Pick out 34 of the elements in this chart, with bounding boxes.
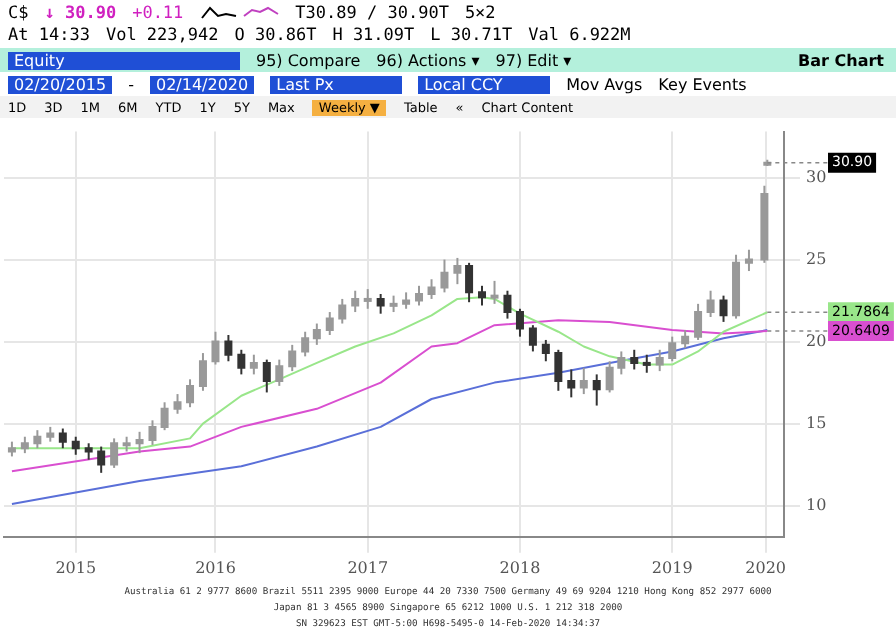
text: Local CCY bbox=[418, 76, 551, 94]
text: +0.11 bbox=[132, 3, 184, 23]
x-tick-label: 2015 bbox=[55, 558, 97, 577]
x-tick-label: 2019 bbox=[651, 558, 693, 577]
text: Val 6.922M bbox=[528, 25, 631, 45]
text: L 30.71T bbox=[430, 25, 513, 45]
text: O 30.86T bbox=[234, 25, 317, 45]
x-tick-label: 2017 bbox=[347, 558, 389, 577]
text: 96) Actions ▾ bbox=[376, 51, 480, 69]
text: 5×2 bbox=[464, 3, 496, 23]
y-tick-label: 25 bbox=[806, 249, 827, 268]
text: Vol 223,942 bbox=[105, 25, 219, 45]
x-tick-label: 2018 bbox=[499, 558, 541, 577]
text: Equity bbox=[8, 51, 240, 69]
text: Mov Avgs bbox=[566, 76, 643, 94]
text: - bbox=[128, 76, 134, 94]
x-tick-label: 2020 bbox=[745, 558, 787, 577]
text: C$ bbox=[8, 3, 29, 23]
text: 95) Compare bbox=[256, 51, 361, 69]
y-tick-label: 10 bbox=[806, 495, 827, 514]
text: Key Events bbox=[658, 76, 747, 94]
text: Bar Chart bbox=[798, 51, 884, 69]
text: Last Px bbox=[270, 76, 403, 94]
text: ↓ 30.90 bbox=[44, 3, 117, 23]
y-tick-label: 15 bbox=[806, 413, 827, 432]
text: 97) Edit ▾ bbox=[495, 51, 572, 69]
x-tick-label: 2016 bbox=[195, 558, 236, 577]
y-tick-label: 20 bbox=[806, 331, 827, 350]
text: At 14:33 bbox=[8, 25, 90, 45]
text: T30.89 / 30.90T bbox=[295, 3, 449, 23]
text: H 31.09T bbox=[332, 25, 415, 45]
text: 02/20/2015 bbox=[8, 76, 113, 94]
text: 02/14/2020 bbox=[150, 76, 255, 94]
y-tick-label: 30 bbox=[806, 167, 827, 186]
